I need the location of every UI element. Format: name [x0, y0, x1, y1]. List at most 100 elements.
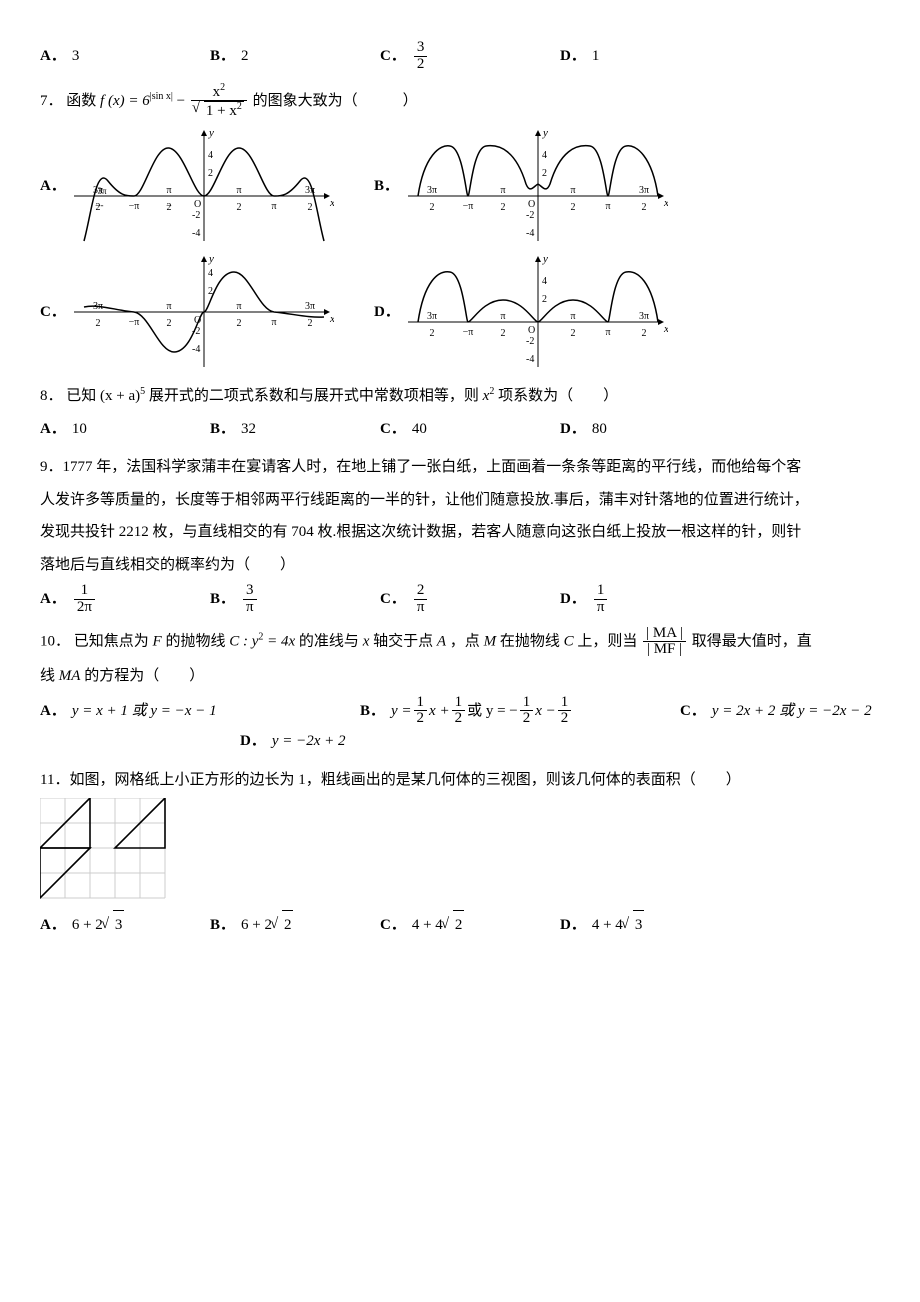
q8-x2: x2 — [483, 388, 495, 404]
svg-text:x: x — [329, 313, 334, 325]
svg-text:2: 2 — [96, 202, 101, 213]
svg-text:π: π — [500, 311, 505, 322]
q7-graph-d: x y O 24 -2-4 −ππ 3π2 π2 π2 3π2 — [408, 252, 668, 372]
svg-text:-4: -4 — [192, 344, 200, 355]
q8-opt-d: D．80 — [560, 415, 730, 444]
q7-graph-a: x y O 24 -2-4 -3π − −π − π 3π2 π2 π2 3π2 — [74, 126, 334, 246]
q8-options: A．10 B．32 C．40 D．80 — [40, 415, 880, 444]
svg-text:2: 2 — [430, 328, 435, 339]
svg-text:2: 2 — [208, 168, 213, 179]
svg-text:2: 2 — [430, 202, 435, 213]
svg-text:π: π — [605, 327, 610, 338]
q6-a-val: 3 — [72, 42, 80, 71]
svg-text:2: 2 — [237, 202, 242, 213]
svg-text:-2: -2 — [526, 336, 534, 347]
svg-text:2: 2 — [167, 318, 172, 329]
q10-frac: | MA | | MF | — [643, 626, 686, 659]
q7-frac-num: x2 — [191, 83, 247, 102]
svg-text:2: 2 — [542, 294, 547, 305]
three-view-svg — [40, 798, 167, 900]
svg-text:π: π — [236, 185, 241, 196]
q7-minus: − — [177, 93, 189, 109]
q8-num: 8． — [40, 388, 63, 404]
svg-text:2: 2 — [571, 202, 576, 213]
svg-text:2: 2 — [501, 328, 506, 339]
svg-text:x: x — [663, 323, 668, 335]
q6-opt-c: C． 3 2 — [380, 40, 560, 73]
q7-post: 的图象大致为（ ） — [253, 93, 418, 109]
q6-d-val: 1 — [592, 42, 600, 71]
q7-row-ab: A． x y O 24 -2-4 -3π − −π − π 3π2 — [40, 126, 880, 246]
svg-text:2: 2 — [642, 328, 647, 339]
svg-text:4: 4 — [542, 276, 547, 287]
svg-text:π: π — [570, 311, 575, 322]
svg-text:-2: -2 — [526, 210, 534, 221]
q8-stem: 8． 已知 (x + a)5 展开式的二项式系数和与展开式中常数项相等，则 x2… — [40, 382, 880, 411]
q10-line2: 线 MA 的方程为（ ） — [40, 662, 880, 691]
svg-text:-4: -4 — [526, 228, 534, 239]
q9-line3: 发现共投针 2212 枚，与直线相交的有 704 枚.根据这次统计数据，若客人随… — [40, 518, 880, 547]
svg-text:−π: −π — [463, 201, 474, 212]
q9-opt-c: C． 2π — [380, 583, 560, 616]
q9-line1: 9．1777 年，法国科学家蒲丰在宴请客人时，在地上铺了一张白纸，上面画着一条条… — [40, 453, 880, 482]
svg-text:3π: 3π — [427, 311, 437, 322]
svg-text:π: π — [605, 201, 610, 212]
q7-graph-c: x y O 24 -2-4 −ππ 3π2 π2 π2 3π2 — [74, 252, 334, 372]
svg-text:-4: -4 — [192, 228, 200, 239]
svg-text:y: y — [208, 253, 214, 265]
q6-opt-b: B．2 — [210, 42, 380, 71]
svg-text:2: 2 — [542, 168, 547, 179]
svg-text:2: 2 — [237, 318, 242, 329]
q6-c-num: 3 — [414, 40, 428, 57]
q6-b-val: 2 — [241, 42, 249, 71]
q7-graph-b: x y O 24 -2-4 −ππ 3π2 π2 π2 3π2 — [408, 126, 668, 246]
svg-text:π: π — [271, 201, 276, 212]
q7-exp: |sin x| — [150, 91, 173, 102]
q9-opt-a: A． 12π — [40, 583, 210, 616]
svg-text:3π: 3π — [639, 311, 649, 322]
q11-stem: 11．如图，网格纸上小正方形的边长为 1，粗线画出的是某几何体的三视图，则该几何… — [40, 766, 880, 795]
svg-text:π: π — [166, 301, 171, 312]
q8-ta: 已知 — [66, 388, 96, 404]
label-d: D． — [560, 42, 586, 71]
label-a: A． — [40, 42, 66, 71]
q7-label-d: D． — [374, 298, 402, 327]
q7-pre: 函数 — [66, 93, 96, 109]
q11-opt-c: C．4 + 42 — [380, 910, 560, 940]
svg-text:2: 2 — [308, 202, 313, 213]
svg-text:2: 2 — [167, 202, 172, 213]
svg-text:4: 4 — [208, 150, 213, 161]
svg-text:O: O — [528, 199, 535, 210]
svg-text:π: π — [271, 317, 276, 328]
q7-func: f (x) = 6|sin x| − x2 1 + x2 — [100, 93, 253, 109]
q7-num: 7． — [40, 93, 63, 109]
graph-d-svg: x y O 24 -2-4 −ππ 3π2 π2 π2 3π2 — [408, 252, 668, 372]
q6-opt-a: A．3 — [40, 42, 210, 71]
svg-text:−π: −π — [463, 327, 474, 338]
q8-opt-b: B．32 — [210, 415, 380, 444]
svg-text:O: O — [194, 199, 201, 210]
q10-options-2: D．y = −2x + 2 — [40, 727, 880, 756]
q6-opt-d: D．1 — [560, 42, 730, 71]
svg-text:4: 4 — [542, 150, 547, 161]
q7-label-a: A． — [40, 172, 68, 201]
q8-tb: 展开式的二项式系数和与展开式中常数项相等，则 — [149, 388, 479, 404]
q10-opt-c: C．y = 2x + 2 或 y = −2x − 2 — [680, 697, 872, 726]
q8-opt-a: A．10 — [40, 415, 210, 444]
q7-label-b: B． — [374, 172, 402, 201]
svg-text:x: x — [663, 197, 668, 209]
svg-text:3π: 3π — [427, 185, 437, 196]
svg-text:π: π — [570, 185, 575, 196]
q10-line1: 10． 已知焦点为 F 的抛物线 C : y2 = 4x 的准线与 x 轴交于点… — [40, 626, 880, 659]
q7-fx: f (x) = 6 — [100, 93, 150, 109]
q7-stem: 7． 函数 f (x) = 6|sin x| − x2 1 + x2 的图象大致… — [40, 83, 880, 121]
q11-figure — [40, 798, 880, 900]
q9-options: A． 12π B． 3π C． 2π D． 1π — [40, 583, 880, 616]
svg-text:4: 4 — [208, 268, 213, 279]
q11-opt-a: A．6 + 23 — [40, 910, 210, 940]
q7-frac-den: 1 + x2 — [191, 101, 247, 120]
label-b: B． — [210, 42, 235, 71]
q8-tc: 项系数为（ ） — [498, 388, 618, 404]
graph-c-svg: x y O 24 -2-4 −ππ 3π2 π2 π2 3π2 — [74, 252, 334, 372]
svg-text:2: 2 — [308, 318, 313, 329]
